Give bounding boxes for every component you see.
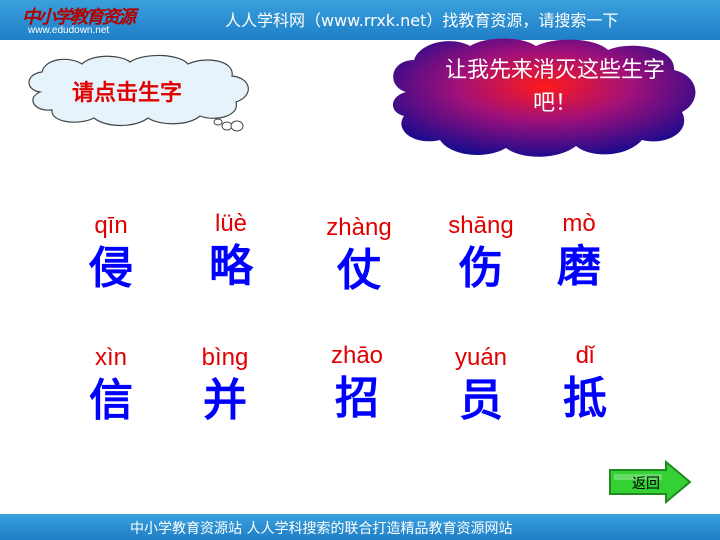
hanzi-character[interactable]: 磨 — [557, 241, 601, 292]
top-banner — [0, 0, 720, 40]
challenge-cloud-text: 让我先来消灭这些生字 吧！ — [412, 54, 698, 120]
back-button[interactable] — [608, 460, 692, 504]
pinyin-label: dǐ — [575, 342, 595, 369]
hanzi-character[interactable]: 并 — [203, 375, 247, 426]
character-card-bing[interactable]: bìng 并 — [170, 344, 280, 428]
pinyin-label: yuán — [454, 344, 508, 371]
prompt-cloud — [28, 54, 249, 132]
prompt-cloud-label: 请点击生字 — [72, 81, 183, 106]
hanzi-character[interactable]: 侵 — [89, 243, 133, 294]
footer-text: 中小学教育资源站 人人学科搜索的联合打造精品教育资源网站 — [130, 521, 513, 537]
challenge-cloud — [392, 38, 696, 157]
challenge-line-2: 吧！ — [532, 91, 577, 116]
character-card-zhao[interactable]: zhāo 招 — [302, 342, 412, 426]
pinyin-label: mò — [562, 210, 596, 237]
pinyin-label: qīn — [94, 212, 128, 239]
hanzi-character[interactable]: 招 — [335, 373, 379, 424]
character-card-qin[interactable]: qīn 侵 — [56, 212, 166, 296]
hanzi-character[interactable]: 仗 — [337, 245, 381, 296]
character-card-xin[interactable]: xìn 信 — [56, 344, 166, 428]
character-card-mo[interactable]: mò 磨 — [524, 210, 634, 294]
hanzi-character[interactable]: 员 — [459, 375, 503, 426]
pinyin-label: zhàng — [326, 214, 392, 241]
hanzi-character[interactable]: 略 — [209, 241, 253, 292]
footer-banner — [0, 514, 720, 540]
header-slogan: 人人学科网（www.rrxk.net）找教育资源，请搜索一下 — [225, 11, 619, 30]
character-card-shang[interactable]: shāng 伤 — [426, 212, 536, 296]
site-logo: 中小学教育资源 — [22, 7, 136, 28]
pinyin-label: shāng — [448, 212, 514, 239]
character-card-yuan[interactable]: yuán 员 — [426, 344, 536, 428]
challenge-line-1: 让我先来消灭这些生字 — [444, 58, 665, 83]
site-logo-url: www.edudown.net — [28, 25, 110, 36]
pinyin-label: zhāo — [330, 342, 384, 369]
hanzi-character[interactable]: 伤 — [459, 243, 503, 294]
back-button-label[interactable]: 返回 — [632, 476, 660, 492]
character-card-lue[interactable]: lüè 略 — [176, 210, 286, 294]
pinyin-label: xìn — [94, 344, 127, 371]
hanzi-character[interactable]: 抵 — [563, 373, 607, 424]
hanzi-character[interactable]: 信 — [89, 375, 133, 426]
pinyin-label: bìng — [201, 344, 249, 371]
pinyin-label: lüè — [214, 210, 248, 237]
character-card-di[interactable]: dǐ 抵 — [530, 342, 640, 426]
character-card-zhang[interactable]: zhàng 仗 — [304, 214, 414, 298]
